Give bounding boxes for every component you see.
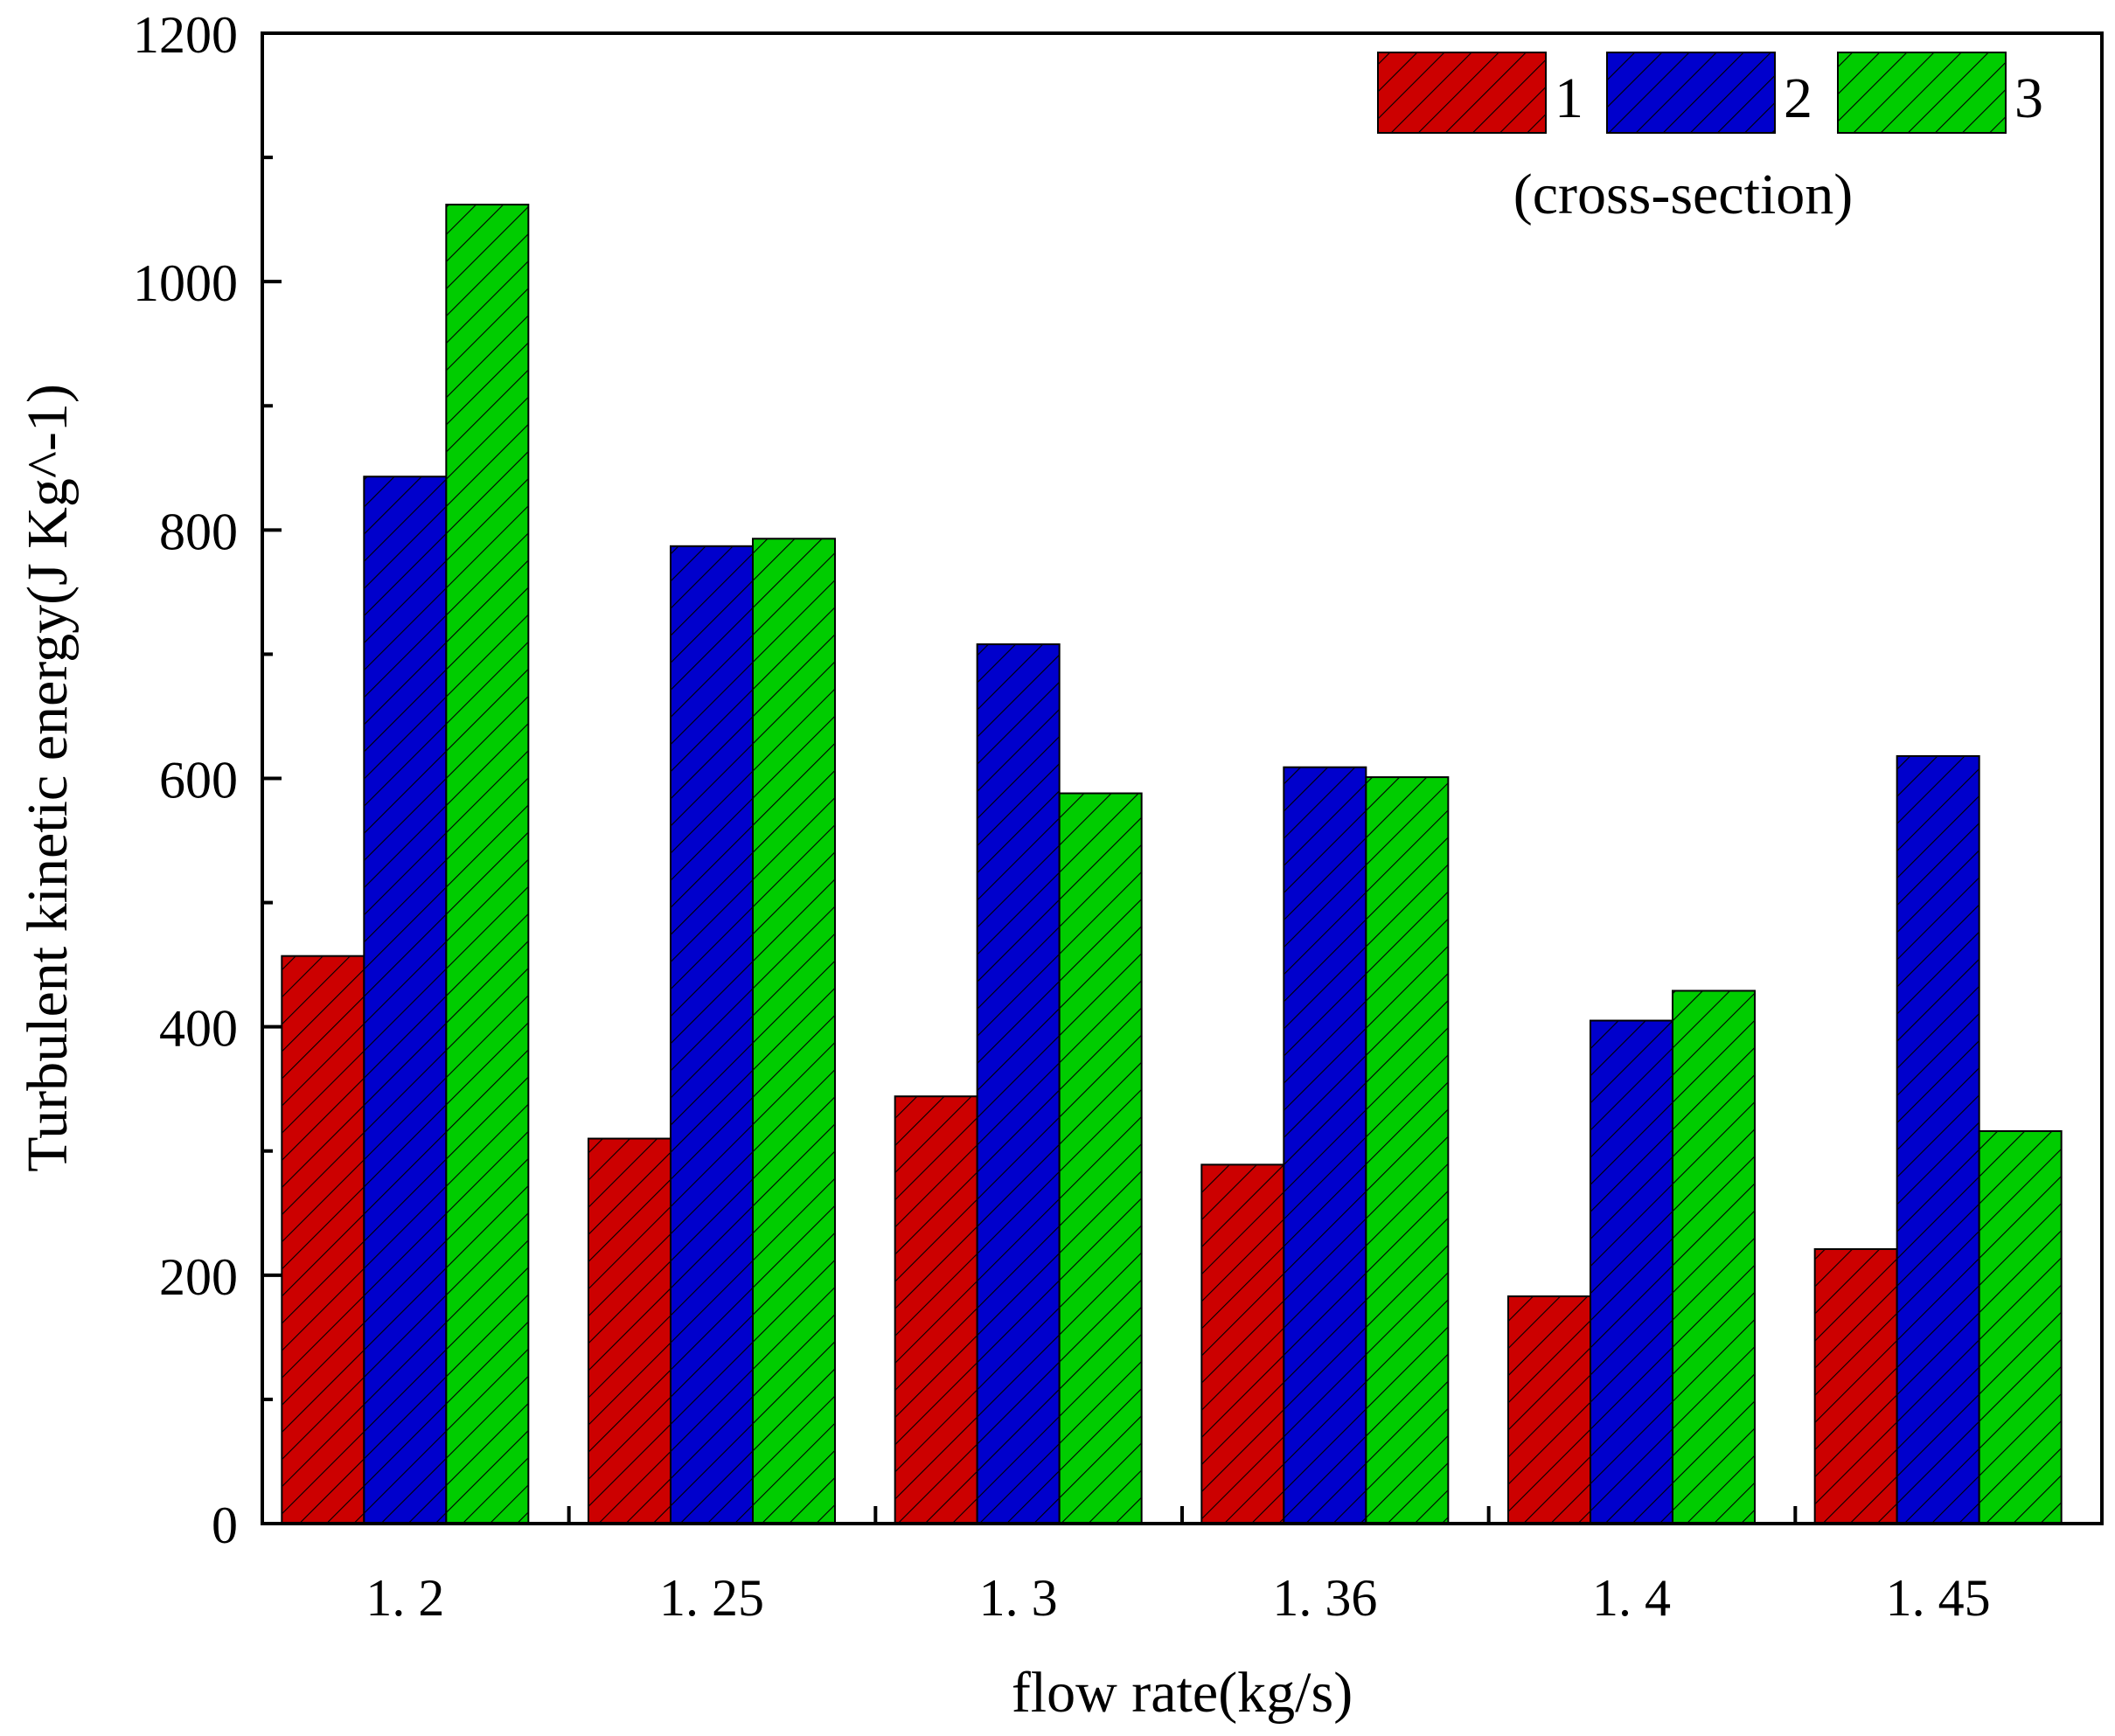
y-tick-label: 1200 — [133, 6, 238, 64]
bar-hatch-series-1-1 — [282, 955, 365, 1524]
x-tick-label: 1. 4 — [1592, 1569, 1671, 1627]
legend-swatch-hatch-2 — [1607, 52, 1775, 133]
x-tick-label: 1. 36 — [1272, 1569, 1377, 1627]
bar-hatch-series-1-3 — [894, 1096, 977, 1524]
legend-label-3: 3 — [2014, 66, 2043, 130]
bar-hatch-series-2-6 — [1896, 755, 1979, 1524]
y-tick-label: 600 — [159, 752, 238, 809]
bars-layer — [281, 204, 2063, 1525]
bar-hatch-series-2-1 — [364, 476, 447, 1524]
bar-hatch-series-3-3 — [1059, 793, 1142, 1524]
x-tick-label: 1. 3 — [979, 1569, 1058, 1627]
y-tick-label: 1000 — [133, 254, 238, 312]
bar-hatch-series-1-4 — [1201, 1164, 1284, 1524]
x-tick-label: 1. 2 — [365, 1569, 444, 1627]
bar-hatch-series-3-4 — [1366, 777, 1449, 1524]
bar-hatch-series-3-6 — [1979, 1131, 2062, 1524]
bar-hatch-series-2-2 — [671, 545, 753, 1524]
y-tick-label: 400 — [159, 1000, 238, 1058]
bar-hatch-series-3-2 — [753, 538, 835, 1524]
bar-hatch-series-3-5 — [1673, 990, 1755, 1524]
bar-hatch-series-3-1 — [446, 205, 529, 1524]
bar-hatch-series-1-6 — [1814, 1248, 1897, 1524]
x-axis-label: flow rate(kg/s) — [1012, 1661, 1353, 1725]
legend-swatch-hatch-1 — [1378, 52, 1546, 133]
x-tick-label: 1. 25 — [659, 1569, 764, 1627]
bar-hatch-series-2-3 — [977, 644, 1060, 1524]
bar-hatch-series-1-5 — [1508, 1295, 1590, 1524]
y-tick-label: 0 — [212, 1496, 238, 1554]
legend-label-1: 1 — [1555, 66, 1583, 130]
x-axis-ticks: 1. 2 1. 25 1. 3 1. 36 1. 4 1. 45 — [365, 1506, 1991, 1627]
y-tick-label: 200 — [159, 1248, 238, 1306]
y-axis-ticks: 0 200 400 600 800 1000 1200 — [133, 6, 282, 1554]
bar-hatch-series-2-5 — [1590, 1020, 1673, 1524]
legend-title: (cross-section) — [1513, 163, 1854, 226]
legend-swatch-hatch-3 — [1838, 52, 2006, 133]
y-tick-label: 800 — [159, 503, 238, 560]
bar-hatch-series-2-4 — [1284, 767, 1367, 1524]
y-axis-label: Turbulent kinetic energy(J Kg^-1) — [16, 384, 80, 1172]
bar-hatch-series-1-2 — [588, 1138, 671, 1524]
legend-label-2: 2 — [1784, 66, 1812, 130]
x-tick-label: 1. 45 — [1886, 1569, 1991, 1627]
legend: 1 2 3 — [1377, 52, 2043, 134]
